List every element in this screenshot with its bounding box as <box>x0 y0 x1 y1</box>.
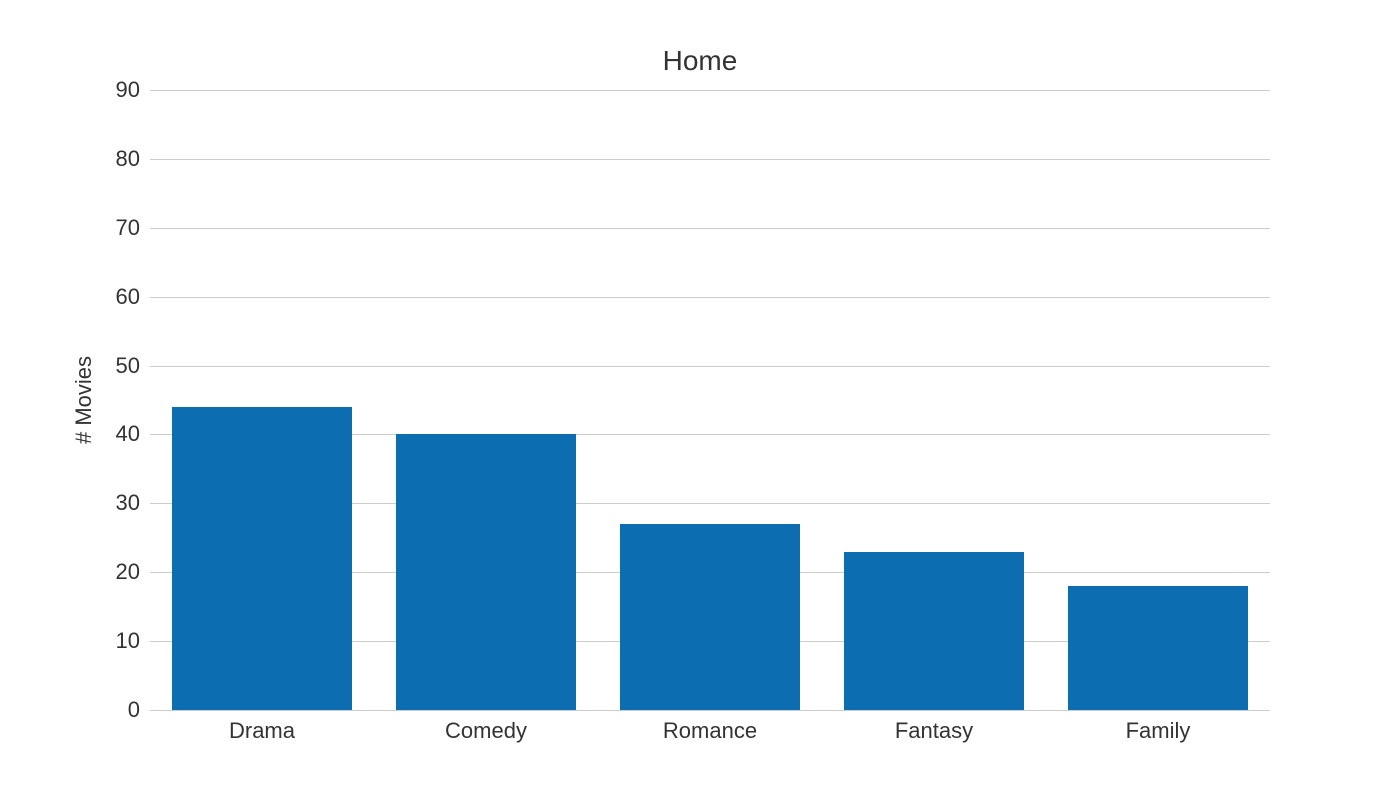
y-tick-label: 70 <box>40 215 140 241</box>
y-tick-label: 20 <box>40 559 140 585</box>
plot-area: 0102030405060708090DramaComedyRomanceFan… <box>150 90 1270 710</box>
y-tick-label: 0 <box>40 697 140 723</box>
gridline <box>150 159 1270 160</box>
gridline <box>150 366 1270 367</box>
x-tick-label: Fantasy <box>822 718 1046 744</box>
bar <box>620 524 799 710</box>
gridline <box>150 710 1270 711</box>
y-tick-label: 80 <box>40 146 140 172</box>
bar <box>172 407 351 710</box>
y-tick-label: 50 <box>40 353 140 379</box>
bar <box>396 434 575 710</box>
y-tick-label: 10 <box>40 628 140 654</box>
y-tick-label: 60 <box>40 284 140 310</box>
bar <box>1068 586 1247 710</box>
bar <box>844 552 1023 710</box>
bar-chart: Home # Movies 0102030405060708090DramaCo… <box>0 0 1400 800</box>
x-tick-label: Drama <box>150 718 374 744</box>
x-tick-label: Family <box>1046 718 1270 744</box>
chart-title: Home <box>0 45 1400 77</box>
gridline <box>150 90 1270 91</box>
gridline <box>150 297 1270 298</box>
gridline <box>150 228 1270 229</box>
x-tick-label: Comedy <box>374 718 598 744</box>
x-tick-label: Romance <box>598 718 822 744</box>
y-tick-label: 40 <box>40 421 140 447</box>
y-tick-label: 90 <box>40 77 140 103</box>
y-tick-label: 30 <box>40 490 140 516</box>
